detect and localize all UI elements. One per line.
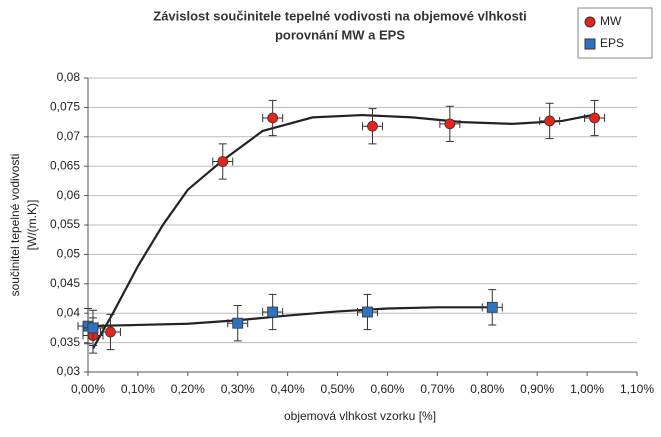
x-tick-label: 0,20% bbox=[171, 382, 205, 396]
legend-marker bbox=[584, 38, 596, 50]
marker bbox=[367, 120, 378, 132]
x-tick-label: 0,00% bbox=[71, 382, 105, 396]
legend-label: EPS bbox=[600, 36, 624, 50]
y-tick-label: 0,05 bbox=[57, 247, 81, 261]
y-axis-label: součinitel tepelné vodivosti bbox=[8, 154, 22, 297]
marker bbox=[105, 326, 116, 338]
marker bbox=[87, 322, 99, 334]
legend-label: MW bbox=[600, 14, 622, 28]
x-tick-label: 0,40% bbox=[271, 382, 305, 396]
chart-title: Závislost součinitele tepelné vodivosti … bbox=[153, 8, 527, 23]
x-tick-label: 1,10% bbox=[620, 382, 654, 396]
marker bbox=[267, 306, 279, 318]
marker bbox=[362, 306, 373, 318]
y-tick-label: 0,06 bbox=[57, 188, 81, 202]
y-tick-label: 0,035 bbox=[50, 335, 80, 349]
marker bbox=[267, 112, 279, 124]
x-tick-label: 0,80% bbox=[470, 382, 504, 396]
y-tick-label: 0,055 bbox=[50, 217, 80, 231]
marker bbox=[486, 301, 498, 313]
y-tick-label: 0,07 bbox=[57, 129, 81, 143]
legend-marker bbox=[584, 16, 596, 28]
y-axis-label: [W/(m.K)] bbox=[25, 200, 39, 251]
trend-line bbox=[92, 113, 593, 350]
y-tick-label: 0,045 bbox=[50, 276, 80, 290]
y-tick-label: 0,08 bbox=[57, 70, 81, 84]
marker bbox=[544, 115, 556, 127]
marker bbox=[232, 317, 244, 329]
y-tick-label: 0,075 bbox=[50, 100, 80, 114]
trend-line bbox=[87, 306, 493, 328]
legend-box bbox=[577, 7, 653, 59]
x-tick-label: 0,30% bbox=[221, 382, 255, 396]
x-tick-label: 0,70% bbox=[420, 382, 454, 396]
x-tick-label: 0,90% bbox=[520, 382, 554, 396]
x-tick-label: 0,60% bbox=[370, 382, 404, 396]
y-tick-label: 0,04 bbox=[57, 305, 81, 319]
marker bbox=[589, 112, 600, 124]
y-tick-label: 0,03 bbox=[57, 364, 81, 378]
x-tick-label: 1,00% bbox=[570, 382, 604, 396]
marker bbox=[444, 118, 456, 130]
x-tick-label: 0,50% bbox=[321, 382, 355, 396]
x-axis-label: objemová vlhkost vzorku [%] bbox=[284, 409, 436, 423]
marker bbox=[217, 156, 229, 167]
chart-subtitle: porovnání MW a EPS bbox=[275, 27, 405, 42]
x-tick-label: 0,10% bbox=[121, 382, 155, 396]
y-tick-label: 0,065 bbox=[50, 158, 80, 172]
